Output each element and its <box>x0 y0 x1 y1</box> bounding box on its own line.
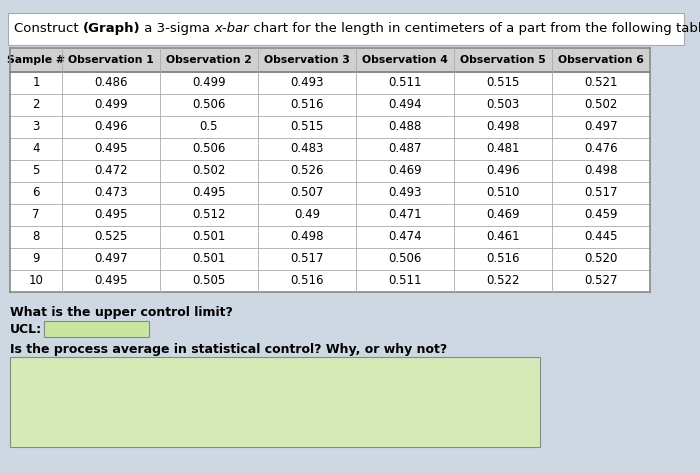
Text: 0.494: 0.494 <box>389 98 422 112</box>
Text: Observation 6: Observation 6 <box>558 55 644 65</box>
Text: x-bar: x-bar <box>215 23 249 35</box>
Text: 0.502: 0.502 <box>193 165 225 177</box>
Text: 0.520: 0.520 <box>584 253 617 265</box>
Text: 5: 5 <box>32 165 40 177</box>
Text: 0.511: 0.511 <box>389 77 421 89</box>
Text: 7: 7 <box>32 209 40 221</box>
Text: 0.498: 0.498 <box>584 165 617 177</box>
Text: 0.525: 0.525 <box>94 230 127 244</box>
Text: 0.516: 0.516 <box>290 274 323 288</box>
Text: Observation 5: Observation 5 <box>460 55 546 65</box>
Text: 0.49: 0.49 <box>294 209 320 221</box>
Text: 0.461: 0.461 <box>486 230 520 244</box>
Text: 0.507: 0.507 <box>290 186 323 200</box>
Text: 0.445: 0.445 <box>584 230 617 244</box>
Text: 0.515: 0.515 <box>486 77 519 89</box>
Text: 0.497: 0.497 <box>584 121 618 133</box>
Text: 0.474: 0.474 <box>389 230 422 244</box>
Text: UCL:: UCL: <box>10 323 42 336</box>
Text: 0.481: 0.481 <box>486 142 519 156</box>
Text: a 3-sigma: a 3-sigma <box>141 23 215 35</box>
Text: 10: 10 <box>29 274 43 288</box>
Text: 4: 4 <box>32 142 40 156</box>
Text: 0.497: 0.497 <box>94 253 128 265</box>
Text: 0.495: 0.495 <box>193 186 225 200</box>
Text: Sample #: Sample # <box>7 55 65 65</box>
FancyBboxPatch shape <box>44 321 149 337</box>
Text: 0.522: 0.522 <box>486 274 519 288</box>
Text: 8: 8 <box>32 230 40 244</box>
Text: 0.495: 0.495 <box>94 274 127 288</box>
Text: Observation 1: Observation 1 <box>68 55 154 65</box>
Text: 0.526: 0.526 <box>290 165 323 177</box>
Text: 1: 1 <box>32 77 40 89</box>
Text: 6: 6 <box>32 186 40 200</box>
Text: 0.496: 0.496 <box>94 121 128 133</box>
Text: 0.516: 0.516 <box>290 98 323 112</box>
Text: Is the process average in statistical control? Why, or why not?: Is the process average in statistical co… <box>10 343 447 356</box>
Text: 0.501: 0.501 <box>193 230 225 244</box>
Text: 0.472: 0.472 <box>94 165 128 177</box>
Text: 0.501: 0.501 <box>193 253 225 265</box>
Text: 0.498: 0.498 <box>486 121 519 133</box>
Text: 0.506: 0.506 <box>193 98 225 112</box>
Text: 0.5: 0.5 <box>199 121 218 133</box>
Text: 0.502: 0.502 <box>584 98 617 112</box>
Text: chart for the length in centimeters of a part from the following table.: chart for the length in centimeters of a… <box>249 23 700 35</box>
Text: 0.496: 0.496 <box>486 165 520 177</box>
Text: 0.476: 0.476 <box>584 142 618 156</box>
Text: 0.517: 0.517 <box>290 253 323 265</box>
Text: Observation 2: Observation 2 <box>166 55 252 65</box>
Text: 0.493: 0.493 <box>290 77 323 89</box>
Text: Construct: Construct <box>14 23 83 35</box>
FancyBboxPatch shape <box>8 13 684 45</box>
FancyBboxPatch shape <box>10 48 650 292</box>
FancyBboxPatch shape <box>10 357 540 447</box>
Text: 0.527: 0.527 <box>584 274 617 288</box>
Text: 0.512: 0.512 <box>193 209 225 221</box>
Text: 0.493: 0.493 <box>389 186 421 200</box>
Text: 0.515: 0.515 <box>290 121 323 133</box>
Text: 0.483: 0.483 <box>290 142 323 156</box>
Text: 9: 9 <box>32 253 40 265</box>
Text: What is the upper control limit?: What is the upper control limit? <box>10 306 233 319</box>
Text: 0.506: 0.506 <box>193 142 225 156</box>
Text: 0.471: 0.471 <box>389 209 422 221</box>
Text: 0.505: 0.505 <box>193 274 225 288</box>
FancyBboxPatch shape <box>10 48 650 72</box>
Text: Observation 4: Observation 4 <box>362 55 448 65</box>
Text: 0.459: 0.459 <box>584 209 617 221</box>
Text: 0.516: 0.516 <box>486 253 519 265</box>
Text: 0.469: 0.469 <box>389 165 422 177</box>
Text: 0.469: 0.469 <box>486 209 520 221</box>
Text: 0.498: 0.498 <box>290 230 323 244</box>
Text: 0.499: 0.499 <box>94 98 128 112</box>
Text: 2: 2 <box>32 98 40 112</box>
Text: 0.511: 0.511 <box>389 274 421 288</box>
Text: (Graph): (Graph) <box>83 23 141 35</box>
Text: 0.506: 0.506 <box>389 253 421 265</box>
Text: 0.503: 0.503 <box>486 98 519 112</box>
Text: Observation 3: Observation 3 <box>264 55 350 65</box>
Text: 0.495: 0.495 <box>94 142 127 156</box>
Text: 3: 3 <box>32 121 40 133</box>
Text: 0.488: 0.488 <box>389 121 421 133</box>
Text: 0.473: 0.473 <box>94 186 127 200</box>
Text: 0.510: 0.510 <box>486 186 519 200</box>
Text: 0.521: 0.521 <box>584 77 617 89</box>
Text: 0.495: 0.495 <box>94 209 127 221</box>
Text: 0.517: 0.517 <box>584 186 617 200</box>
Text: 0.487: 0.487 <box>389 142 421 156</box>
Text: 0.499: 0.499 <box>193 77 226 89</box>
Text: 0.486: 0.486 <box>94 77 127 89</box>
